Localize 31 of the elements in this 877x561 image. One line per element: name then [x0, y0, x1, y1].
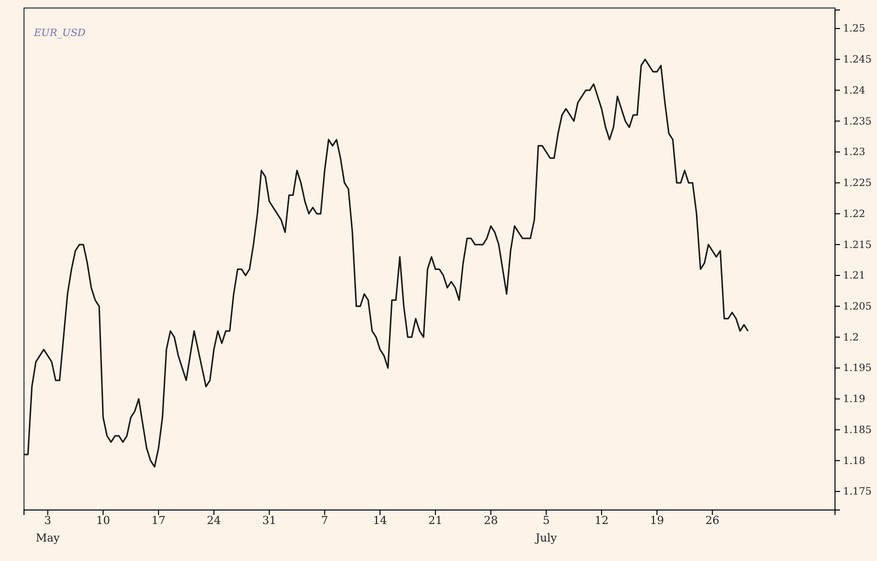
x-tick-label: 7 — [321, 514, 328, 527]
x-tick-label: 21 — [428, 514, 442, 527]
y-tick-label: 1.185 — [843, 424, 872, 436]
x-tick-label: 5 July — [534, 514, 558, 544]
y-tick-label: 1.195 — [843, 363, 872, 374]
y-tick-label: 1.205 — [843, 301, 872, 312]
y-tick-label: 1.23 — [843, 147, 866, 158]
x-tick-label: 26 — [705, 514, 720, 527]
x-tick-label: 19 — [650, 514, 664, 527]
y-tick-label: 1.215 — [843, 240, 872, 251]
text: EUR_USD — [33, 28, 86, 39]
y-tick-label: 1.22 — [843, 208, 866, 220]
y-tick-label: 1.225 — [843, 178, 872, 190]
x-tick-label: 24 — [206, 514, 221, 527]
y-tick-label: 1.245 — [843, 54, 872, 66]
line-series — [23, 58, 749, 468]
x-tick-label: 12 — [594, 514, 609, 527]
y-tick-label: 1.18 — [843, 456, 866, 467]
y-tick-label: 1.175 — [843, 486, 872, 498]
y-tick-label: 1.25 — [843, 24, 866, 35]
x-tick-label: 31 — [262, 514, 276, 527]
y-tick-label: 1.24 — [843, 85, 866, 96]
y-tick-label: 1.21 — [843, 270, 866, 282]
y-tick-label: 1.235 — [843, 116, 872, 128]
y-tick-label: 1.19 — [843, 394, 866, 406]
x-tick-label: 14 — [373, 514, 388, 527]
y-tick-label: 1.2 — [843, 332, 859, 344]
x-tick-label: 28 — [484, 514, 498, 527]
x-tick-label: 10 — [96, 514, 110, 527]
x-tick-label: 17 — [152, 514, 166, 527]
x-tick-label: 3 May — [36, 514, 61, 544]
